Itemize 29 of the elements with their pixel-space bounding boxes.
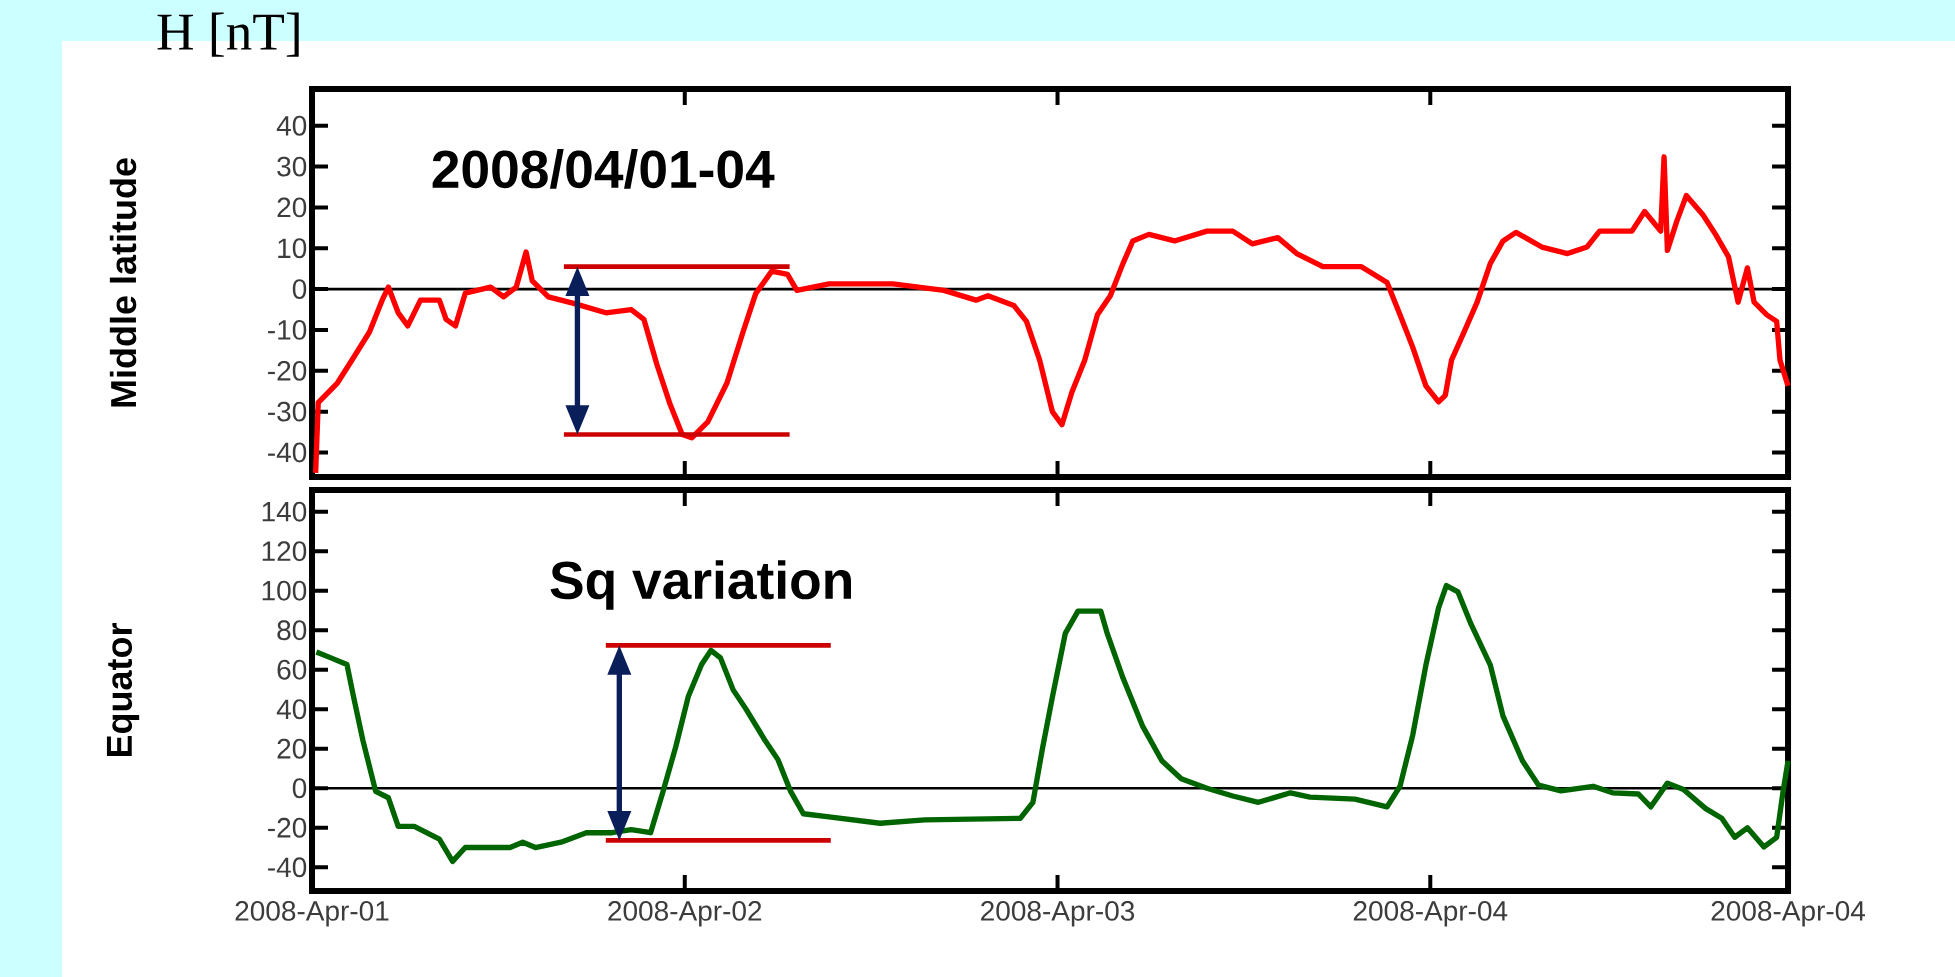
x-tick-label: 2008-Apr-04 [1353,901,1508,927]
y-tick-label: 20 [277,738,307,759]
y-tick-label: -20 [268,817,307,838]
x-tick-label: 2008-Apr-03 [981,901,1135,927]
y-tick-label: 120 [262,541,307,562]
y-tick-label: 30 [277,156,307,177]
x-tick-label: 2008-Apr-02 [608,901,762,927]
text: H [nT] [157,12,299,57]
y-tick-label: 140 [262,501,307,522]
annotation: 2008/04/01-04 [432,149,775,189]
y-axis-title: Equator [106,623,140,757]
y-tick-label: 100 [262,580,307,601]
y-tick-label: 80 [277,620,307,641]
x-tick-label: 2008-Apr-04 [1711,901,1865,927]
x-tick-label: 2008-Apr-01 [235,901,389,927]
y-tick-label: 20 [277,197,307,218]
y-axis-title: Middle latitude [109,158,137,407]
y-tick-label: -20 [268,360,307,381]
y-tick-label: -40 [268,442,307,463]
y-tick-label: 40 [276,115,307,136]
annotation: Sq variation [550,560,851,610]
y-tick-label: -40 [268,857,307,878]
y-tick-label: 0 [292,778,307,799]
y-tick-label: -30 [268,401,307,422]
y-tick-label: 0 [292,279,307,300]
y-tick-label: 60 [277,659,307,680]
y-tick-label: 40 [276,699,307,720]
y-tick-label: -10 [268,320,307,340]
y-tick-label: 10 [278,238,307,259]
